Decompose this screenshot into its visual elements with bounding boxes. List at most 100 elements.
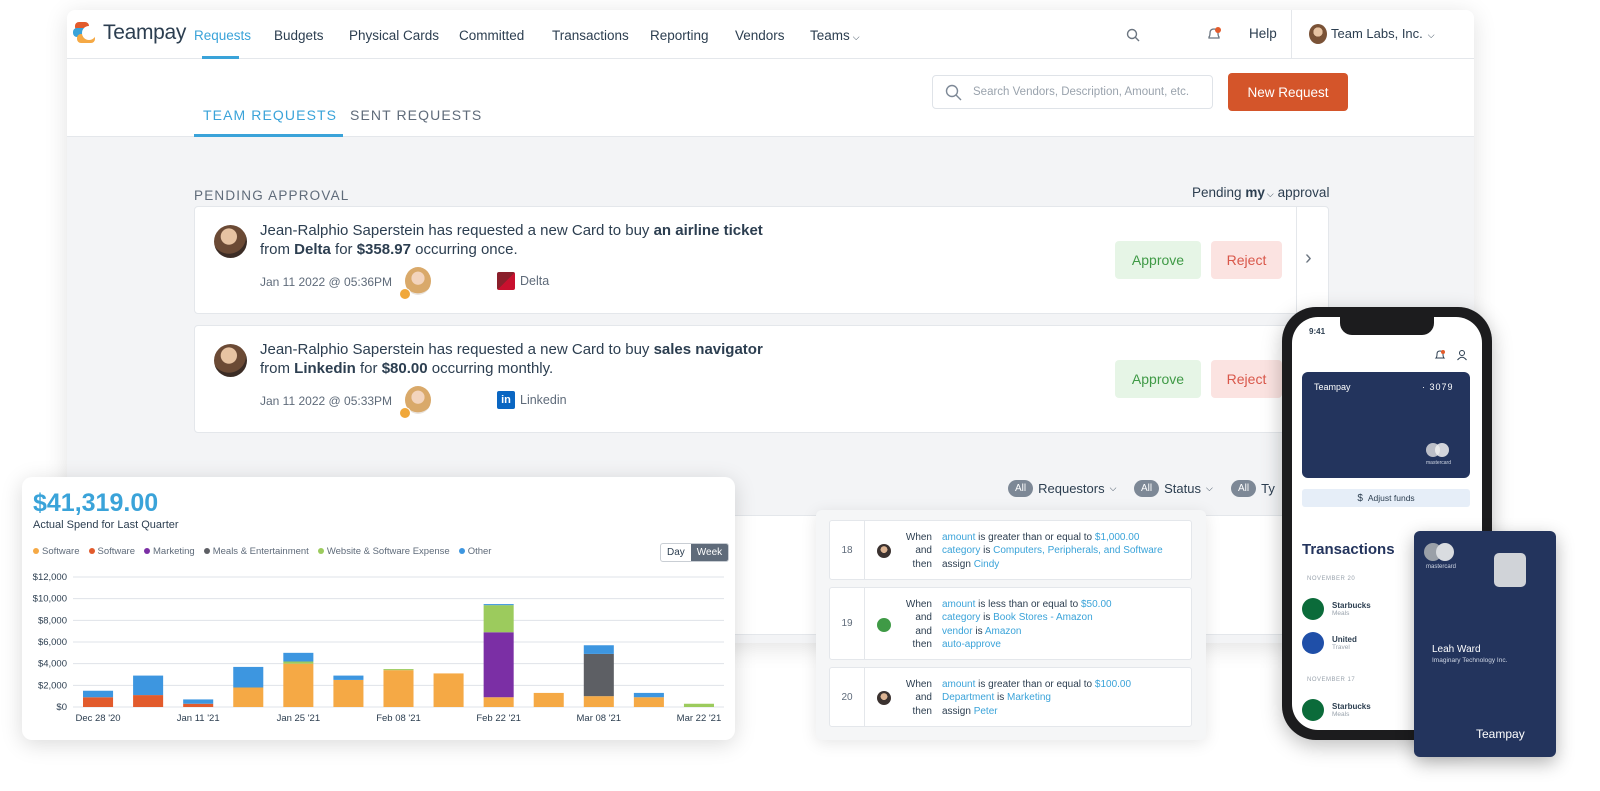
rule-value[interactable]: vendor (942, 625, 973, 637)
tab-team-requests[interactable]: TEAM REQUESTS (203, 107, 338, 123)
nav-requests[interactable]: Requests (194, 28, 252, 43)
bar-segment (133, 675, 164, 696)
rule-value[interactable]: Amazon (984, 625, 1022, 637)
rule-keyword: then (912, 705, 932, 717)
transaction-item[interactable]: United Travel (1302, 632, 1357, 654)
nav-transactions[interactable]: Transactions (552, 28, 629, 43)
status-filter[interactable]: All Status ⌵ (1134, 480, 1213, 497)
brand-logo[interactable]: Teampay (73, 20, 186, 46)
rule-value[interactable]: $100.00 (1094, 679, 1132, 691)
nav-budgets[interactable]: Budgets (274, 28, 324, 43)
rule-condition: vendor is Amazon (942, 625, 1022, 638)
rule-value[interactable]: Computers, Peripherals, and Software (993, 545, 1163, 557)
rule-text: is greater than or equal to (975, 679, 1095, 691)
x-tick-label: Feb 22 '21 (476, 713, 521, 724)
bar-segment (583, 653, 614, 697)
chevron-right-icon[interactable]: › (1305, 247, 1312, 269)
pending-approval-filter[interactable]: Pending my ⌵ approval (1192, 185, 1329, 200)
chevron-down-icon: ⌵ (1266, 189, 1274, 199)
day-toggle[interactable]: Day (667, 547, 685, 558)
mastercard-logo-icon (1436, 543, 1454, 561)
pending-value[interactable]: my (1245, 185, 1265, 200)
reject-button[interactable]: Reject (1211, 241, 1282, 279)
nav-committed[interactable]: Committed (459, 28, 525, 43)
approve-button[interactable]: Approve (1115, 360, 1201, 398)
rule-value[interactable]: category (942, 612, 981, 624)
transaction-text: Starbucks Meals (1332, 601, 1371, 617)
y-tick-label: $12,000 (33, 572, 67, 583)
week-toggle[interactable]: Week (690, 544, 729, 561)
rule-value[interactable]: Cindy (973, 558, 1000, 570)
search-placeholder[interactable]: Search Vendors, Description, Amount, etc… (973, 86, 1190, 98)
approval-rule[interactable]: 18 When and then amount is greater than or e… (829, 520, 1192, 580)
transaction-item[interactable]: Starbucks Meals (1302, 598, 1371, 620)
x-tick-label: Jan 25 '21 (277, 713, 321, 724)
user-icon[interactable] (1456, 349, 1468, 361)
search-box[interactable]: Search Vendors, Description, Amount, etc… (932, 75, 1213, 109)
bar-segment (633, 692, 664, 698)
x-tick-label: Jan 11 '21 (177, 713, 220, 724)
rule-value[interactable]: Peter (973, 705, 998, 717)
reject-button[interactable]: Reject (1211, 360, 1282, 398)
nav-vendors[interactable]: Vendors (735, 28, 785, 43)
bar-segment (433, 673, 464, 707)
request-frequency: occurring monthly. (427, 360, 554, 377)
physical-card: mastercard Leah Ward Imaginary Technolog… (1414, 531, 1556, 757)
adjust-funds-label: Adjust funds (1367, 493, 1415, 503)
approval-rule[interactable]: 20 When and then amount is greater than or e… (829, 667, 1192, 727)
org-switcher[interactable]: Team Labs, Inc. ⌵ (1331, 26, 1435, 41)
rule-value[interactable]: amount (942, 679, 976, 691)
rule-value[interactable]: amount (942, 598, 976, 610)
granularity-toggle[interactable]: Day Week (660, 543, 730, 562)
notification-bell-icon[interactable] (1434, 349, 1446, 361)
transaction-item[interactable]: Starbucks Meals (1302, 699, 1371, 721)
rule-value[interactable]: amount (942, 532, 976, 544)
new-request-button[interactable]: New Request (1228, 73, 1348, 111)
legend-label: Meals & Entertainment (212, 546, 309, 557)
bar-segment (283, 661, 314, 664)
help-link[interactable]: Help (1249, 26, 1277, 41)
rule-value[interactable]: Department (942, 692, 995, 704)
x-tick-label: Mar 08 '21 (577, 713, 622, 724)
search-icon[interactable] (1126, 28, 1140, 42)
delta-logo-icon (497, 272, 515, 290)
requester-avatar (214, 344, 247, 377)
rule-value[interactable]: Book Stores - Amazon (993, 612, 1093, 624)
card-network: mastercard (1426, 564, 1457, 570)
approve-button[interactable]: Approve (1115, 241, 1201, 279)
org-avatar[interactable] (1309, 24, 1327, 44)
chevron-down-icon: ⌵ (1205, 483, 1213, 493)
phone-notch (1340, 317, 1434, 335)
request-card[interactable]: Jean-Ralphio Saperstein has requested a … (194, 206, 1329, 314)
rule-keyword: and (915, 612, 932, 624)
card-divider (1296, 207, 1297, 313)
card-chip (1494, 553, 1526, 587)
rule-value[interactable]: $50.00 (1080, 598, 1112, 610)
rule-value[interactable]: auto-approve (942, 638, 1001, 650)
rule-value[interactable]: $1,000.00 (1094, 532, 1140, 544)
request-frequency: occurring once. (410, 241, 518, 258)
rule-value[interactable]: category (942, 545, 981, 557)
legend-swatch (33, 548, 39, 555)
rule-value[interactable]: Marketing (1007, 692, 1051, 704)
tab-sent-requests[interactable]: SENT REQUESTS (350, 107, 483, 123)
requestors-filter[interactable]: All Requestors ⌵ (1008, 480, 1116, 497)
request-card[interactable]: Jean-Ralphio Saperstein has requested a … (194, 325, 1329, 433)
approval-rule[interactable]: 19 When and and then amount is less than or e… (829, 587, 1192, 660)
legend-label: Marketing (153, 546, 195, 557)
rule-text: assign (942, 558, 974, 570)
nav-reporting[interactable]: Reporting (650, 28, 709, 43)
filter-label: Status (1164, 481, 1201, 496)
notification-bell-icon[interactable] (1206, 26, 1222, 42)
transactions-title: Transactions (1302, 541, 1395, 558)
bar-segment (233, 666, 264, 688)
type-filter[interactable]: All Ty (1231, 480, 1275, 497)
merchant-category: Travel (1332, 644, 1350, 651)
adjust-funds-button[interactable]: $ Adjust funds (1302, 489, 1470, 507)
virtual-card[interactable]: Teampay · 3079 mastercard (1302, 372, 1470, 478)
request-for: for (330, 241, 357, 258)
nav-physical-cards[interactable]: Physical Cards (349, 28, 440, 43)
nav-teams[interactable]: Teams ⌵ (810, 28, 860, 43)
rule-condition: assign Cindy (942, 558, 999, 571)
search-icon (945, 84, 962, 101)
